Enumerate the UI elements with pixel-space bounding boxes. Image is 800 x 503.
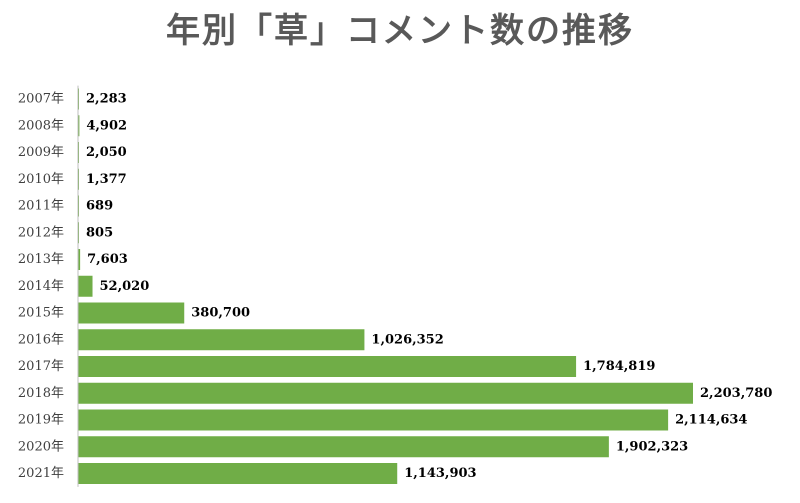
value-label: 380,700 [191,306,250,321]
category-label: 2014年 [18,279,64,294]
category-label: 2019年 [18,413,64,428]
category-label: 2021年 [18,466,64,481]
value-label: 689 [86,199,113,214]
category-label: 2015年 [18,306,64,321]
value-label: 2,050 [86,145,127,160]
value-label: 2,203,780 [700,386,772,401]
bar [78,436,609,458]
category-label: 2017年 [18,359,64,374]
bar [78,409,669,431]
chart-title: 年別「草」コメント数の推移 [166,11,634,51]
bar [78,463,398,484]
bar [78,249,81,270]
category-label: 2011年 [18,199,64,214]
category-label: 2016年 [18,332,64,347]
value-label: 1,143,903 [404,466,476,481]
bar [78,302,185,324]
bar [78,329,365,351]
category-label: 2020年 [18,439,64,454]
bar [78,275,93,297]
value-label: 1,026,352 [371,332,443,347]
value-label: 7,603 [87,252,128,267]
category-labels: 2007年 2008年 2009年 2010年 2011年 2012年 2013年 2014年… [18,92,64,482]
value-label: 52,020 [100,279,150,294]
bar [78,356,577,377]
value-label: 1,784,819 [583,359,655,374]
value-label: 2,114,634 [675,413,747,428]
value-label: 1,377 [86,172,127,187]
category-label: 2012年 [18,225,64,240]
category-label: 2007年 [18,92,64,107]
bars-layer [78,88,693,484]
category-label: 2013年 [18,252,64,267]
value-label: 805 [86,225,113,240]
category-label: 2010年 [18,172,64,187]
value-label: 2,283 [86,92,127,107]
category-label: 2008年 [18,118,64,133]
value-label: 1,902,323 [616,439,688,454]
value-labels: 2,283 4,902 2,050 1,377 689 805 7,603 52,020 380… [86,92,772,482]
bar [78,382,693,404]
category-label: 2018年 [18,386,64,401]
category-label: 2009年 [18,145,64,160]
value-label: 4,902 [86,118,127,133]
bar [78,115,80,137]
